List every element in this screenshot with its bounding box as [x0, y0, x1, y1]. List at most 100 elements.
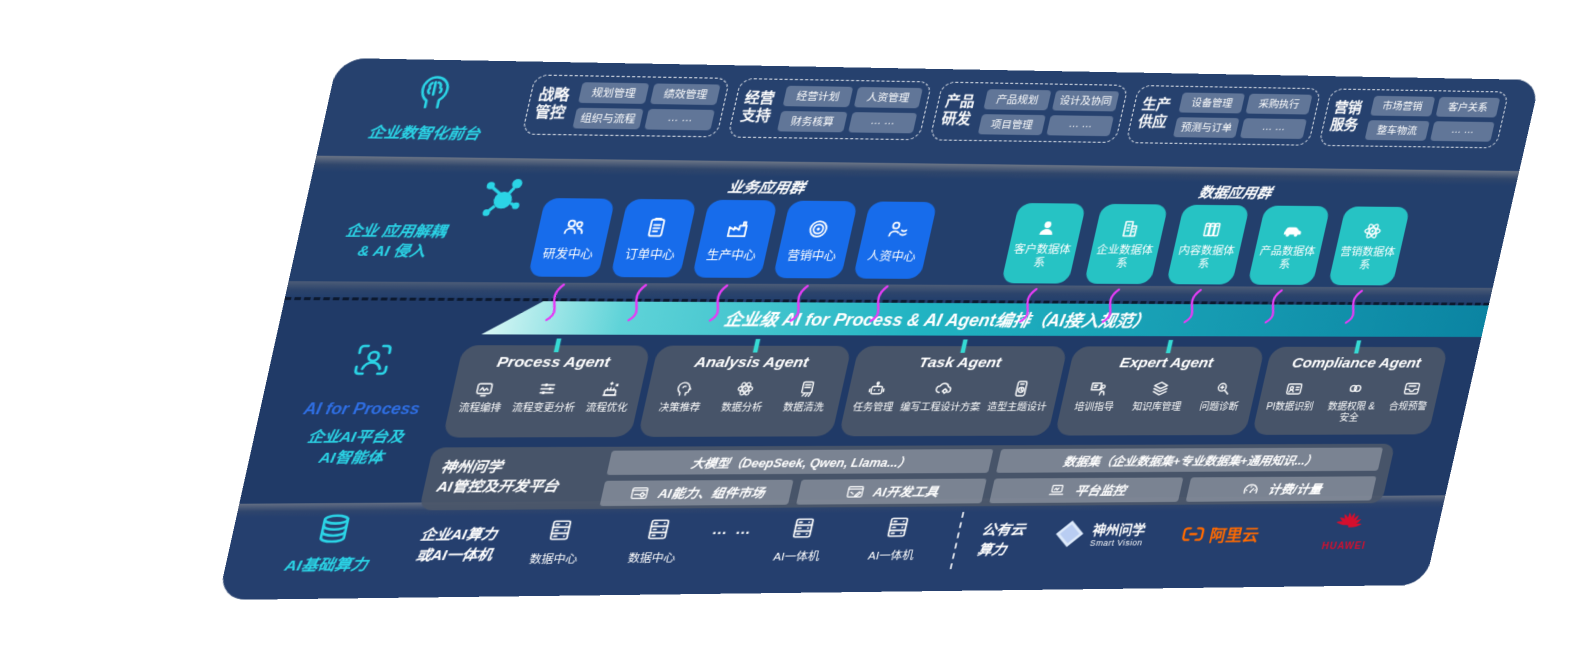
- group-item: 规划管理: [578, 82, 650, 104]
- factory-icon: [721, 215, 753, 240]
- ai-orchestration-banner: 企业级 AI for Process & AI Agent编排（AI接入规范）: [481, 301, 1488, 337]
- app-box-label: 生产中心: [705, 247, 758, 262]
- models-header: 大模型（DeepSeek, Qwen, Llama...）: [606, 448, 994, 475]
- ellipsis-more-nodes: … …: [710, 521, 755, 539]
- app-box-order-center: 订单中心: [610, 198, 697, 278]
- diagram-panel: 企业数智化前台 企业 应用解耦 & AI 侵入 AI for Process 企…: [218, 58, 1540, 600]
- ai-appliance-node: AI一体机: [759, 515, 841, 565]
- flow-orchestration-icon: [471, 379, 498, 400]
- compliance-alert-icon: [1400, 379, 1424, 399]
- data-permission-icon: [1343, 379, 1367, 399]
- app-decoupling-label: 企业 应用解耦 & AI 侵入: [309, 222, 478, 263]
- data-box-label: 营销数据体系: [1339, 246, 1397, 272]
- enterprise-compute-label: 企业AI算力 或AI一体机: [414, 527, 499, 565]
- data-box-label: 产品数据体系: [1258, 245, 1317, 271]
- app-decoupling-label-line2: & AI 侵入: [355, 243, 428, 261]
- business-group-title: 业务应用群: [726, 179, 807, 197]
- data-system-row: 客户数据体系 企业数据体系 内容数据体系 产品数据体系 营销数据体系: [1001, 202, 1411, 286]
- public-cloud-label: 公有云 算力: [975, 522, 1027, 559]
- styling-design-icon: [1009, 379, 1034, 399]
- group-marketing: 营销服务 市场营销 客户关系 整车物流 … …: [1317, 88, 1510, 149]
- group-strategy: 战略管控 规划管理 绩效管理 组织与流程 … …: [521, 74, 731, 138]
- group-item: 产品规划: [983, 89, 1052, 111]
- agent-capability: 决策推荐: [658, 379, 707, 414]
- agent-capability: 数据分析: [720, 379, 769, 414]
- group-item: … …: [1240, 118, 1307, 139]
- server-icon: [881, 514, 914, 540]
- molecule-icon: [470, 173, 531, 221]
- agent-capability: 数据清洗: [782, 379, 830, 414]
- server-icon: [786, 515, 819, 541]
- aliyun-bracket-icon: [1177, 521, 1209, 547]
- agent-title: Compliance Agent: [1290, 355, 1423, 372]
- app-decoupling-label-line1: 企业 应用解耦: [343, 222, 448, 241]
- group-name: 战略管控: [533, 87, 571, 121]
- ai-devtools-icon: [843, 482, 867, 501]
- app-box-marketing-center: 营销中心: [772, 200, 859, 279]
- group-item: 项目管理: [977, 114, 1046, 136]
- platform-datasets-group: 数据集（企业数据集+专业数据集+通用知识...） 平台监控 计费/计量: [988, 447, 1384, 503]
- app-box-label: 订单中心: [623, 247, 677, 262]
- agent-card-analysis: Analysis Agent 决策推荐 数据分析 数据清洗: [637, 345, 852, 437]
- group-item: 设计及协同: [1051, 90, 1120, 112]
- group-item: 预测与订单: [1173, 117, 1240, 139]
- agent-capability: 流程变更分析: [511, 379, 582, 415]
- agent-capability: 合规预警: [1385, 379, 1433, 424]
- scan-face-icon: [346, 339, 400, 381]
- agent-capability: 知识库管理: [1131, 379, 1187, 413]
- rail-infrastructure: AI基础算力: [264, 511, 398, 576]
- cell-ai-devtools: AI开发工具: [796, 478, 987, 505]
- group-item: 采购执行: [1245, 93, 1313, 115]
- group-item: … …: [644, 108, 716, 131]
- agent-title: Process Agent: [495, 354, 612, 371]
- app-box-label: 人资中心: [865, 249, 918, 264]
- person-wave-icon: [882, 217, 914, 242]
- group-name: 生产供应: [1136, 97, 1173, 130]
- agent-card-task: Task Agent 任务管理 编写工程设计方案 造型主题设计: [838, 345, 1068, 437]
- data-group-title: 数据应用群: [1196, 184, 1274, 202]
- car-icon: [1278, 219, 1306, 242]
- agent-title: Analysis Agent: [692, 354, 811, 371]
- user-icon: [1033, 216, 1062, 239]
- agent-capability: 造型主题设计: [986, 379, 1053, 414]
- app-box-production-center: 生产中心: [691, 199, 778, 278]
- huawei-logo: HUAWEI: [1312, 509, 1382, 552]
- group-supply: 生产供应 设备管理 采购执行 预测与订单 … …: [1125, 85, 1322, 146]
- smartvision-diamond-icon: [1051, 519, 1089, 550]
- smartvision-name: 神州问学: [1091, 522, 1148, 538]
- agent-capability: 流程编排: [458, 379, 508, 415]
- agent-card-row: Process Agent 流程编排 流程变更分析 流程优化: [442, 345, 1449, 438]
- agent-card-compliance: Compliance Agent PI数据识别 数据权限 & 安全 合规预警: [1251, 346, 1449, 435]
- aliyun-name: 阿里云: [1207, 526, 1261, 545]
- group-item: 绩效管理: [650, 83, 722, 106]
- group-name: 产品研发: [940, 94, 977, 127]
- decision-recommend-icon: [671, 379, 697, 399]
- agent-title: Task Agent: [917, 354, 1003, 372]
- smartvision-logo: 神州问学 Smart Vision: [1051, 518, 1171, 549]
- problem-diagnosis-icon: [1211, 379, 1236, 399]
- clipboard-icon: [640, 214, 673, 240]
- server-icon: [641, 516, 675, 542]
- agent-card-process: Process Agent 流程编排 流程变更分析 流程优化: [442, 345, 651, 438]
- group-item: 市场营销: [1369, 95, 1436, 117]
- group-item: 财务核算: [777, 110, 848, 133]
- agent-title: Expert Agent: [1118, 355, 1215, 372]
- cell-ai-market: AI能力、组件市场: [599, 479, 794, 506]
- group-item: 客户关系: [1435, 96, 1501, 118]
- data-box-label: 内容数据体系: [1177, 245, 1236, 271]
- infra-label: AI基础算力: [282, 556, 370, 575]
- data-box-enterprise: 企业数据体系: [1083, 203, 1169, 285]
- ai-market-icon: [627, 483, 652, 503]
- task-manage-icon: [864, 379, 890, 399]
- training-guide-icon: [1086, 379, 1111, 399]
- pi-data-icon: [1282, 379, 1307, 399]
- data-cleaning-icon: [795, 379, 821, 399]
- target-icon: [802, 216, 834, 241]
- flow-optimization-icon: [598, 379, 624, 399]
- data-box-content: 内容数据体系: [1166, 204, 1250, 285]
- agent-card-expert: Expert Agent 培训指导 知识库管理 问题诊断: [1054, 346, 1266, 436]
- agent-capability: 问题诊断: [1198, 379, 1244, 413]
- knowledge-base-icon: [1148, 379, 1173, 399]
- flow-change-analysis-icon: [535, 379, 561, 400]
